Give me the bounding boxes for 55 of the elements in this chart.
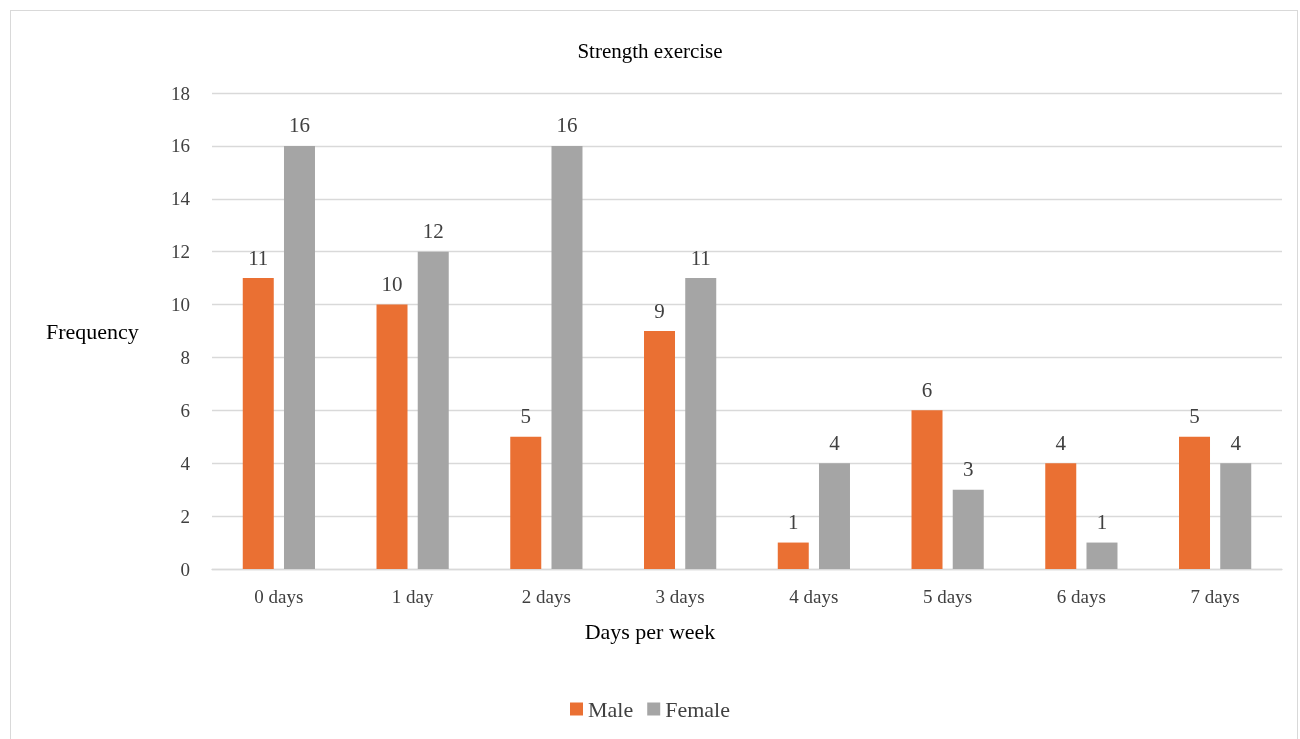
y-tick-label: 14 [171, 188, 191, 210]
chart-title: Strength exercise [577, 38, 723, 63]
x-axis-title: Days per week [584, 618, 716, 644]
legend-label: Female [665, 696, 730, 722]
bar [1179, 436, 1211, 569]
bar [818, 463, 850, 569]
y-tick-label: 10 [171, 294, 190, 316]
data-label: 16 [556, 113, 578, 138]
x-tick-label: 4 days [789, 586, 839, 607]
bar [1086, 542, 1118, 569]
bar [283, 145, 315, 569]
data-label: 10 [381, 272, 403, 297]
y-tick-label: 0 [180, 558, 190, 580]
bar [376, 304, 408, 569]
bar [911, 410, 943, 569]
bar [644, 331, 676, 569]
y-tick-label: 12 [171, 241, 190, 263]
x-tick-label: 3 days [655, 586, 705, 607]
y-axis-title: Frequency [46, 318, 139, 344]
x-tick-label: 2 days [521, 586, 571, 607]
y-tick-label: 6 [180, 399, 190, 421]
data-label: 12 [422, 219, 444, 244]
y-tick-label: 16 [171, 135, 190, 157]
bar [551, 145, 583, 569]
data-label: 4 [1230, 430, 1242, 455]
x-tick-label: 6 days [1056, 586, 1106, 607]
data-label: 1 [1096, 510, 1108, 535]
bar [952, 489, 984, 569]
y-tick-label: 2 [180, 505, 190, 527]
bar [242, 278, 274, 569]
bar [1220, 463, 1252, 569]
x-tick-label: 5 days [923, 586, 973, 607]
x-tick-label: 0 days [254, 586, 304, 607]
y-tick-label: 18 [171, 82, 190, 104]
bar [685, 278, 717, 569]
data-label: 4 [829, 430, 841, 455]
x-tick-label: 7 days [1190, 586, 1240, 607]
bar [510, 436, 542, 569]
y-tick-label: 4 [180, 452, 191, 474]
data-label: 6 [921, 377, 933, 402]
bar [1045, 463, 1077, 569]
bar [417, 251, 449, 569]
data-label: 3 [962, 457, 974, 482]
data-label: 11 [690, 245, 711, 270]
data-label: 11 [248, 245, 269, 270]
data-label: 4 [1055, 430, 1067, 455]
x-tick-label: 1 day [391, 586, 434, 607]
legend-label: Male [588, 696, 634, 722]
data-label: 9 [654, 298, 665, 323]
bar [777, 542, 809, 569]
data-label: 1 [788, 510, 799, 535]
data-label: 5 [1189, 404, 1200, 429]
data-label: 5 [520, 404, 532, 429]
data-label: 16 [288, 113, 310, 138]
y-tick-label: 8 [180, 346, 190, 368]
